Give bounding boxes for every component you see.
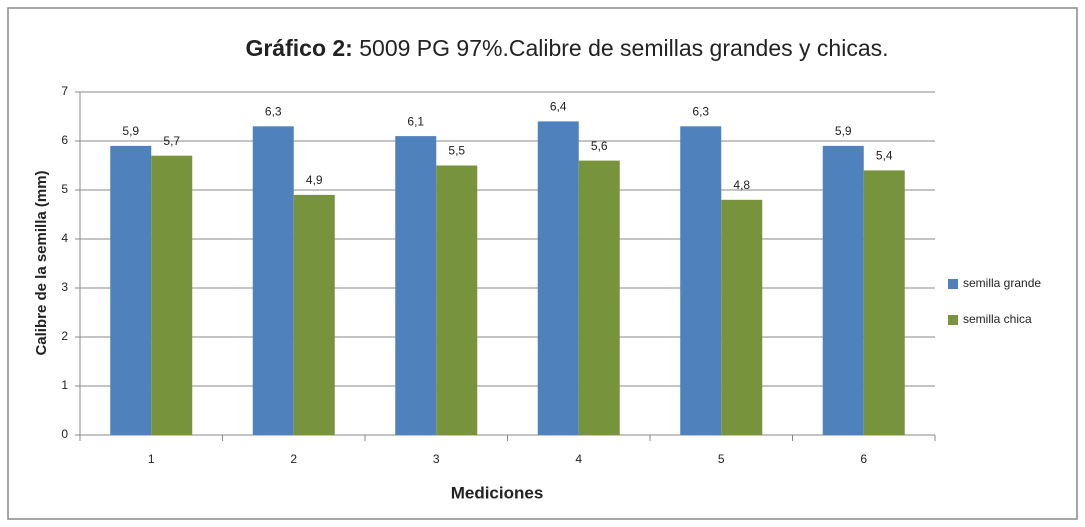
title-rest: 5009 PG 97%.Calibre de semillas grandes … [359, 35, 888, 61]
value-label: 4,8 [733, 178, 750, 192]
value-label: 6,3 [692, 104, 709, 118]
chart-title: Gráfico 2: 5009 PG 97%.Calibre de semill… [245, 35, 888, 61]
y-tick-label: 1 [61, 378, 68, 392]
value-label: 6,4 [550, 100, 567, 114]
bar [680, 126, 722, 436]
x-tick-label: 6 [860, 452, 867, 466]
y-tick-label: 3 [61, 280, 68, 294]
y-tick-label: 2 [61, 329, 68, 343]
bar [537, 121, 579, 436]
value-label: 5,5 [448, 144, 465, 158]
y-tick-label: 7 [61, 84, 68, 98]
title-bold: Gráfico 2: [245, 35, 352, 61]
bar [252, 126, 294, 436]
x-tick-label: 3 [433, 452, 440, 466]
value-label: 6,3 [265, 104, 282, 118]
value-label: 5,4 [876, 149, 893, 163]
bar [110, 145, 152, 435]
bar [151, 155, 193, 435]
y-axis-label: Calibre de la semilla (mm) [33, 170, 50, 355]
x-tick-label: 2 [290, 452, 297, 466]
legend-swatch [948, 315, 958, 325]
bar [578, 160, 620, 435]
value-label: 4,9 [306, 173, 323, 187]
bar [436, 165, 478, 435]
value-label: 5,6 [591, 139, 608, 153]
bar [395, 136, 437, 435]
x-axis-label: Mediciones [451, 483, 544, 502]
legend-swatch [948, 279, 958, 289]
x-tick-label: 1 [148, 452, 155, 466]
y-tick-label: 4 [61, 231, 68, 245]
bar [863, 170, 905, 435]
x-tick-label: 5 [718, 452, 725, 466]
y-tick-label: 5 [61, 182, 68, 196]
value-label: 5,9 [835, 124, 852, 138]
y-tick-label: 6 [61, 133, 68, 147]
value-label: 5,9 [122, 124, 139, 138]
y-tick-label: 0 [61, 427, 68, 441]
legend-label: semilla grande [963, 276, 1041, 290]
value-label: 5,7 [163, 134, 180, 148]
bar [721, 199, 763, 435]
bar [822, 145, 864, 435]
value-label: 6,1 [407, 114, 424, 128]
legend-label: semilla chica [963, 312, 1032, 326]
bar [293, 194, 335, 435]
x-tick-label: 4 [575, 452, 582, 466]
